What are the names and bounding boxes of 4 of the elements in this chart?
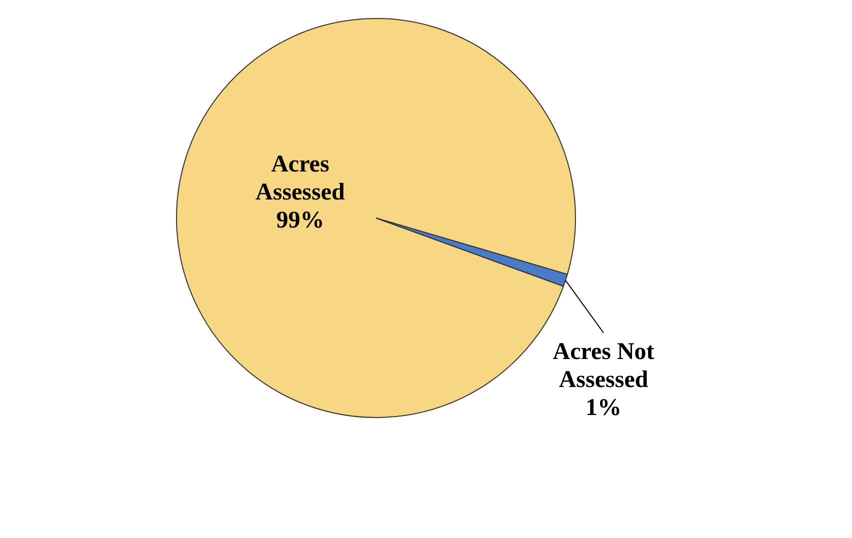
data-label: 99% (276, 207, 324, 234)
slice-label: Acres Not Assessed (552, 339, 654, 394)
slice-label: Acres Assessed (256, 151, 346, 206)
data-label: 1% (586, 395, 622, 422)
